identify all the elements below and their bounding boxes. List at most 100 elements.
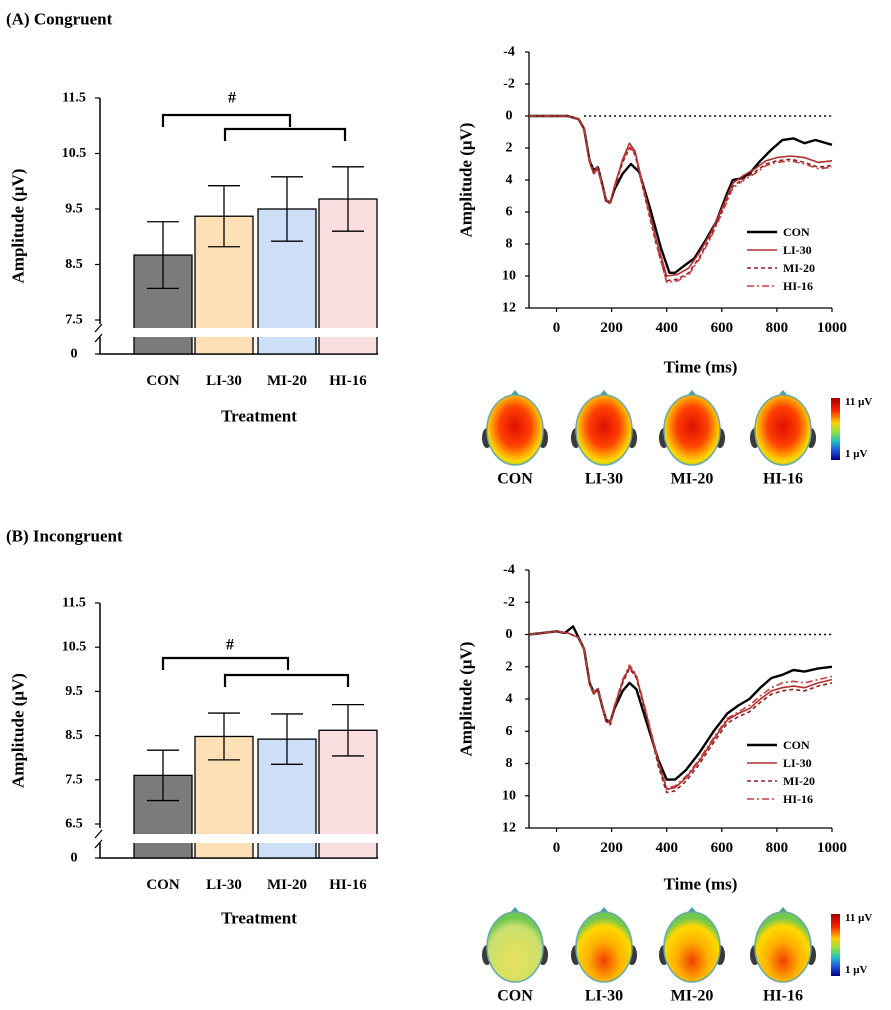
y-axis-title: Amplitude (μV) xyxy=(9,673,28,788)
y-tick-label: 8.5 xyxy=(65,728,83,743)
topomap-row: CON LI-30 MI-20 HI-16 11 μV 1 μV xyxy=(482,907,872,1005)
x-tick-label: MI-20 xyxy=(267,373,307,389)
y-tick-label: 12 xyxy=(502,301,516,316)
x-tick-label: 800 xyxy=(766,320,789,336)
x-tick-label: 600 xyxy=(711,320,734,336)
topomap-label: MI-20 xyxy=(671,988,714,1005)
axis-break-mark xyxy=(94,839,103,849)
y-tick-label-zero: 0 xyxy=(71,851,78,866)
scalp-topomap xyxy=(486,394,544,466)
topomap-label: HI-16 xyxy=(763,471,803,488)
x-tick-label: 0 xyxy=(553,840,561,856)
x-tick-label: MI-20 xyxy=(267,877,307,893)
y-tick-label: 10 xyxy=(502,788,516,803)
scalp-topomap xyxy=(754,394,812,466)
significance-marker: # xyxy=(228,90,236,107)
x-tick-label: HI-16 xyxy=(329,373,367,389)
y-tick-label: 10 xyxy=(502,269,516,284)
x-tick-label: 600 xyxy=(711,840,734,856)
topomap-label: HI-16 xyxy=(763,988,803,1005)
y-tick-label: 8 xyxy=(506,237,513,252)
y-tick-label: 4 xyxy=(506,173,513,188)
legend-label: MI-20 xyxy=(783,261,815,275)
y-tick-label: 9.5 xyxy=(65,684,83,699)
legend-label: HI-16 xyxy=(783,279,813,293)
topomap-label: CON xyxy=(497,471,533,488)
x-tick-label: 0 xyxy=(553,320,561,336)
y-tick-label: 9.5 xyxy=(65,202,83,217)
y-tick-label: 6 xyxy=(506,724,513,739)
axis-break-gap xyxy=(92,328,378,337)
topomap-label: LI-30 xyxy=(585,471,623,488)
topomap-label: MI-20 xyxy=(671,471,714,488)
y-tick-label-zero: 0 xyxy=(71,347,78,362)
series-line-hi-16 xyxy=(529,115,833,284)
series-line-hi-16 xyxy=(528,630,833,789)
panel-label: (A) Congruent xyxy=(6,10,113,29)
x-tick-label: HI-16 xyxy=(329,877,367,893)
y-tick-label: -4 xyxy=(503,563,515,578)
x-tick-label: CON xyxy=(146,373,180,389)
y-tick-label: 10.5 xyxy=(62,640,87,655)
axis-break-mark xyxy=(94,333,103,343)
x-tick-label: 400 xyxy=(655,840,678,856)
scalp-topomap xyxy=(754,911,812,983)
topomap-label: LI-30 xyxy=(585,988,623,1005)
x-tick-label: 1000 xyxy=(817,320,847,336)
y-tick-label: -2 xyxy=(503,595,515,610)
erp-line-chart: -4 -2 0 2 4 6 8 10 12 0 200 400 600 800 1000 CON LI-30 MI… xyxy=(457,45,848,377)
y-tick-label: 0 xyxy=(506,109,513,124)
colorbar-min-label: 1 μV xyxy=(845,448,867,460)
x-tick-label: 200 xyxy=(600,320,623,336)
bar-chart: 11.5 10.5 9.5 8.5 7.5 6.5 0 CON LI-30 MI-20 HI-16 #… xyxy=(9,596,378,928)
colorbar xyxy=(831,398,840,460)
x-tick-label: 800 xyxy=(766,840,789,856)
y-tick-label: 2 xyxy=(506,659,513,674)
y-tick-label: 7.5 xyxy=(65,772,83,787)
colorbar-max-label: 11 μV xyxy=(845,396,872,408)
y-tick-label: 12 xyxy=(502,821,516,836)
y-axis-title: Amplitude (μV) xyxy=(457,123,476,238)
y-tick-label: 6 xyxy=(506,205,513,220)
y-tick-label: 8 xyxy=(506,756,513,771)
x-tick-label: LI-30 xyxy=(206,373,242,389)
axis-break-mark xyxy=(94,829,103,839)
y-tick-label: -4 xyxy=(503,45,515,60)
x-axis-title: Treatment xyxy=(221,407,297,426)
legend-label: LI-30 xyxy=(783,243,812,257)
scalp-topomap xyxy=(663,394,721,466)
scalp-topomap xyxy=(486,911,544,983)
y-tick-label: 2 xyxy=(506,141,513,156)
y-tick-label: 8.5 xyxy=(65,257,83,272)
panel-label: (B) Incongruent xyxy=(6,527,123,546)
y-tick-label: 0 xyxy=(506,627,513,642)
y-tick-label: 6.5 xyxy=(65,817,83,832)
x-tick-label: LI-30 xyxy=(206,877,242,893)
y-tick-label: 11.5 xyxy=(62,91,86,106)
scalp-topomap xyxy=(575,394,633,466)
x-axis-title: Treatment xyxy=(221,909,297,928)
series-line-con xyxy=(529,114,833,274)
y-tick-label: 10.5 xyxy=(62,146,87,161)
axis-break-mark xyxy=(94,323,103,333)
legend-label: CON xyxy=(783,225,810,239)
axis-break-gap xyxy=(92,834,378,843)
significance-bracket-1 xyxy=(161,113,292,127)
y-tick-label: -2 xyxy=(503,77,515,92)
y-tick-label: 7.5 xyxy=(65,313,83,328)
y-tick-label: 11.5 xyxy=(62,596,86,611)
legend-label: CON xyxy=(783,738,810,752)
x-tick-label: CON xyxy=(146,877,180,893)
y-axis-title: Amplitude (μV) xyxy=(457,642,476,757)
x-axis-title: Time (ms) xyxy=(664,875,738,894)
topomap-label: CON xyxy=(497,988,533,1005)
colorbar-min-label: 1 μV xyxy=(845,964,867,976)
series-line-li-30 xyxy=(529,115,833,277)
x-tick-label: 1000 xyxy=(817,840,847,856)
significance-bracket-2 xyxy=(223,673,350,687)
scalp-topomap xyxy=(663,911,721,983)
y-axis-title: Amplitude (μV) xyxy=(9,169,28,284)
legend-label: HI-16 xyxy=(783,792,813,806)
topomap-row: CON LI-30 MI-20 HI-16 11 μV 1 μV xyxy=(482,390,872,488)
